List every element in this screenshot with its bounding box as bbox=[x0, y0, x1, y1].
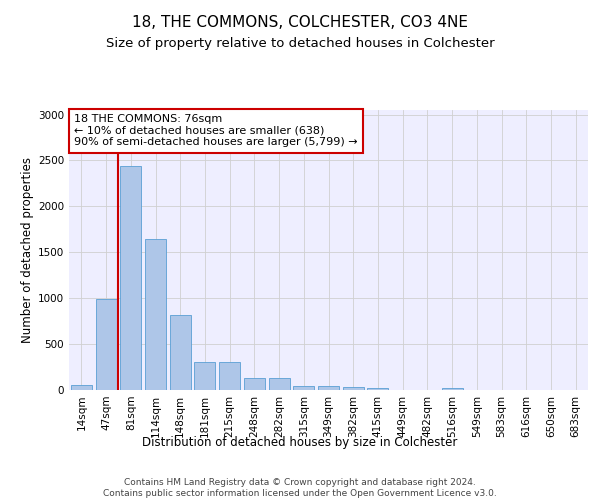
Bar bbox=[343, 387, 364, 390]
Y-axis label: Number of detached properties: Number of detached properties bbox=[21, 157, 34, 343]
Bar bbox=[170, 314, 191, 390]
Text: Size of property relative to detached houses in Colchester: Size of property relative to detached ho… bbox=[106, 38, 494, 51]
Text: 18 THE COMMONS: 76sqm
← 10% of detached houses are smaller (638)
90% of semi-det: 18 THE COMMONS: 76sqm ← 10% of detached … bbox=[74, 114, 358, 148]
Bar bbox=[244, 378, 265, 390]
Bar bbox=[219, 362, 240, 390]
Bar bbox=[442, 388, 463, 390]
Text: Contains HM Land Registry data © Crown copyright and database right 2024.
Contai: Contains HM Land Registry data © Crown c… bbox=[103, 478, 497, 498]
Text: Distribution of detached houses by size in Colchester: Distribution of detached houses by size … bbox=[142, 436, 458, 449]
Bar bbox=[194, 362, 215, 390]
Bar bbox=[318, 386, 339, 390]
Text: 18, THE COMMONS, COLCHESTER, CO3 4NE: 18, THE COMMONS, COLCHESTER, CO3 4NE bbox=[132, 15, 468, 30]
Bar bbox=[120, 166, 141, 390]
Bar bbox=[145, 238, 166, 390]
Bar bbox=[293, 386, 314, 390]
Bar bbox=[71, 386, 92, 390]
Bar bbox=[269, 378, 290, 390]
Bar bbox=[95, 299, 116, 390]
Bar bbox=[367, 388, 388, 390]
